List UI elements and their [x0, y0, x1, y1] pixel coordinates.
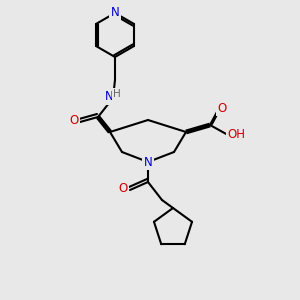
Text: N: N	[105, 91, 113, 103]
Text: OH: OH	[227, 128, 245, 142]
Text: H: H	[113, 89, 121, 99]
Text: O: O	[218, 101, 226, 115]
Text: N: N	[144, 155, 152, 169]
Text: O: O	[69, 115, 79, 128]
Text: N: N	[111, 7, 119, 20]
Text: O: O	[118, 182, 127, 196]
